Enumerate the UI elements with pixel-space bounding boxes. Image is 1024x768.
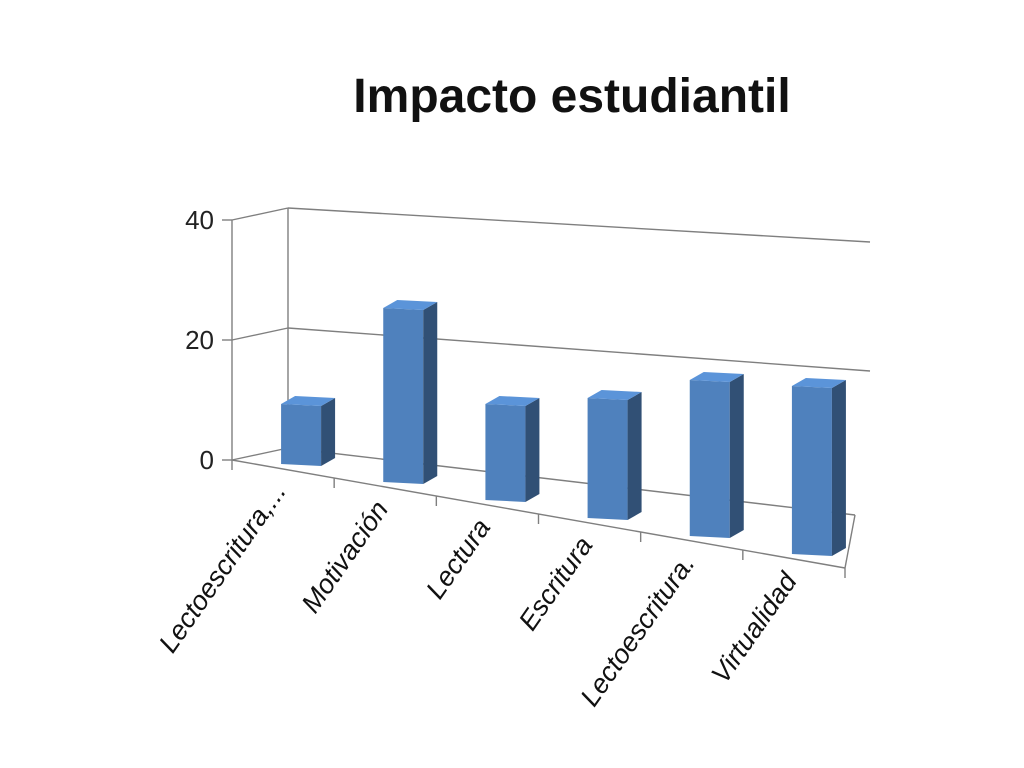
bar-front [383, 308, 424, 484]
bar [383, 300, 438, 484]
bar-top [485, 396, 540, 406]
bar [791, 378, 846, 556]
x-category-label: Lectoescritura. [575, 549, 701, 711]
gridline-back [287, 207, 871, 243]
bar-side [525, 398, 540, 502]
axes [231, 208, 856, 578]
y-tick-label: 20 [185, 325, 214, 355]
x-axis-back [287, 447, 856, 516]
bar-top [587, 390, 642, 400]
bar [587, 390, 642, 520]
x-category-label: Lectoescritura,... [153, 477, 292, 658]
bar-top [791, 378, 846, 388]
gridline-side [231, 447, 289, 461]
bar [689, 372, 744, 538]
floor-right-edge [844, 514, 856, 569]
bar-side [321, 398, 336, 466]
bar-side [831, 380, 846, 556]
y-tick-label: 40 [185, 205, 214, 235]
bar [281, 396, 336, 466]
bar-side [729, 374, 744, 538]
bar-side [423, 302, 438, 484]
bar [485, 396, 540, 502]
bar-top [689, 372, 744, 382]
x-category-label: Virtualidad [705, 566, 803, 688]
bar-front [791, 386, 832, 556]
bar-top [383, 300, 438, 310]
gridline-back [287, 327, 871, 372]
bar-front [587, 398, 628, 520]
bars [281, 300, 846, 556]
chart-title: Impacto estudiantil [353, 70, 790, 123]
x-category-label: Lectura [420, 513, 496, 604]
bar-top [281, 396, 336, 406]
bar-front [689, 380, 730, 538]
gridline-side [231, 207, 289, 221]
bar-front [281, 404, 322, 466]
x-category-label: Motivación [296, 495, 395, 618]
bar-side [627, 392, 642, 520]
bar-front [485, 404, 526, 502]
y-tick-label: 0 [200, 445, 214, 475]
y-axis-ticks: 0 20 40 [185, 205, 214, 475]
gridline-side [231, 327, 289, 341]
x-category-label: Escritura [513, 531, 599, 635]
